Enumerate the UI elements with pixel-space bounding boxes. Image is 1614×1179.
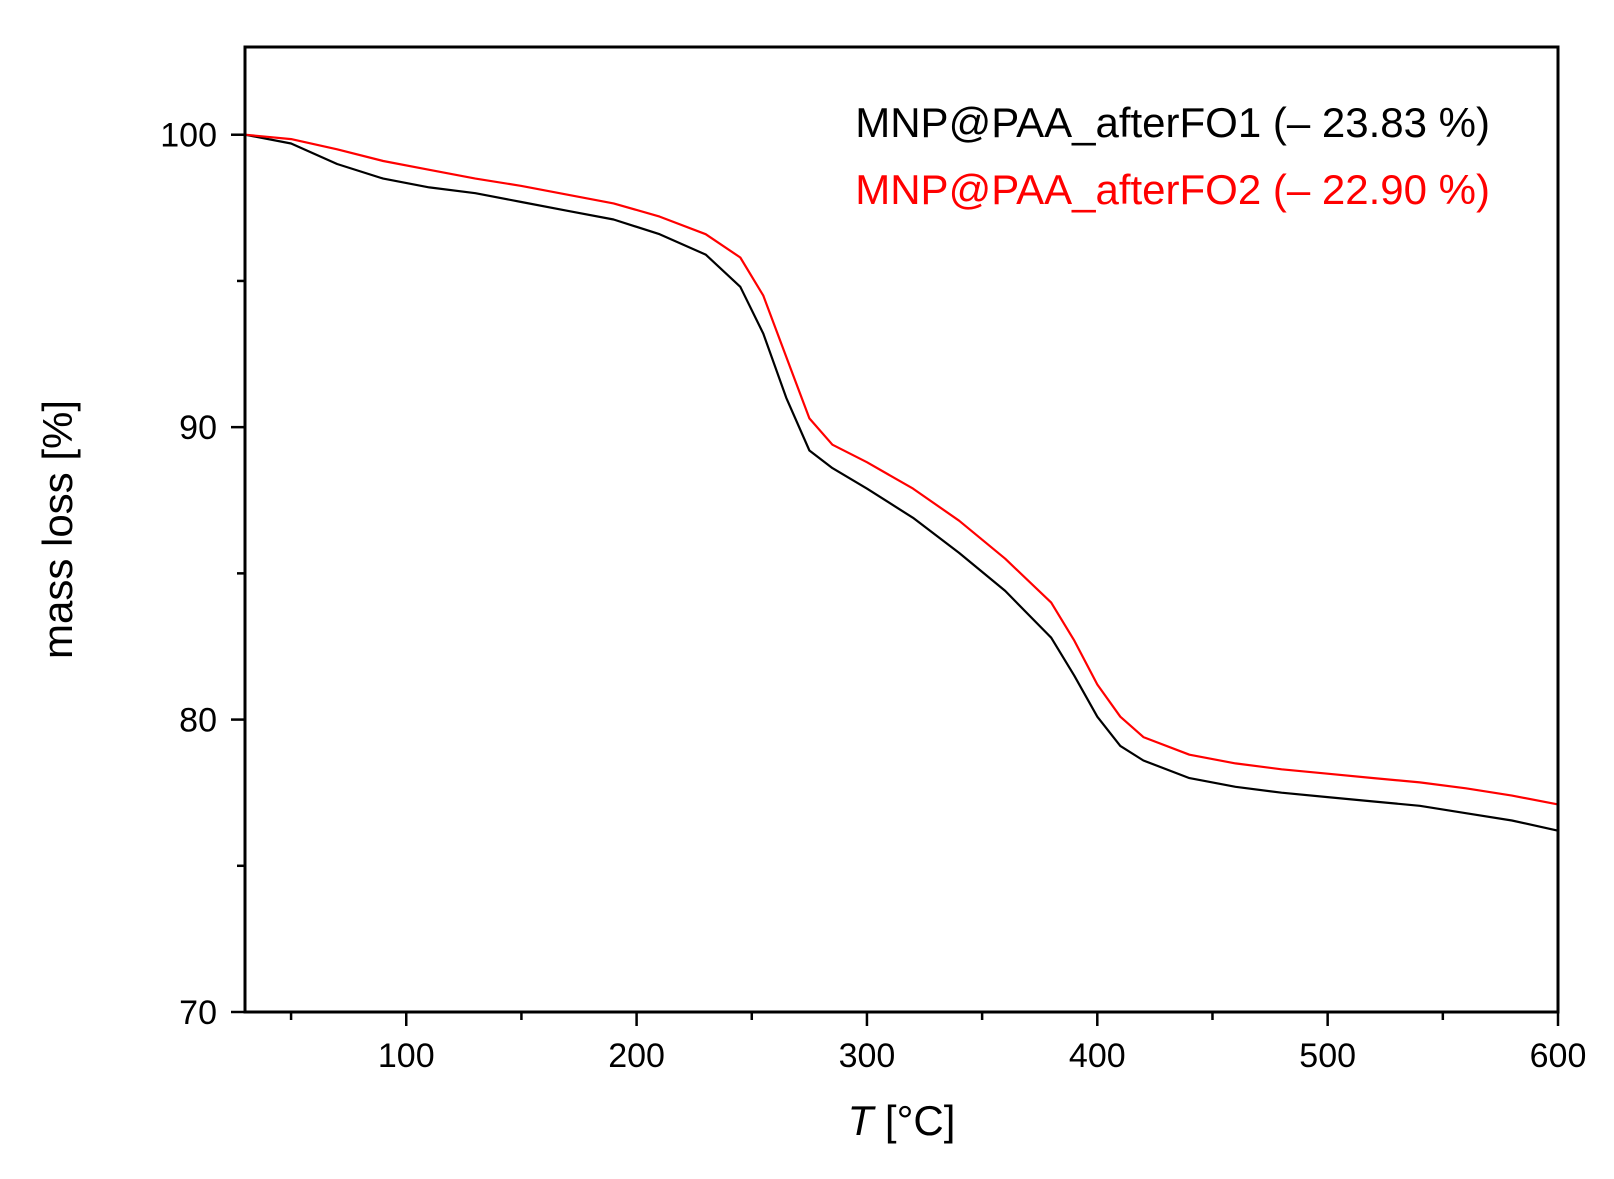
x-axis-title-symbol: T [848, 1097, 877, 1144]
x-tick-label: 200 [608, 1037, 665, 1075]
series-line-2 [244, 133, 1559, 806]
x-tick-label: 500 [1299, 1037, 1356, 1075]
x-axis-title: T [°C] [848, 1097, 956, 1144]
axis-ticks: 100 200 300 400 500 600 70 80 90 100 [160, 117, 1586, 1075]
plot-area [244, 133, 1559, 832]
x-tick-label: 400 [1069, 1037, 1126, 1075]
x-tick-label: 100 [378, 1037, 435, 1075]
legend-entry-1: MNP@PAA_afterFO1 (– 23.83 %) [855, 99, 1490, 146]
y-tick-label: 80 [179, 702, 217, 740]
plot-frame [243, 45, 1560, 1014]
legend-entry-2: MNP@PAA_afterFO2 (– 22.90 %) [855, 166, 1490, 213]
x-tick-label: 600 [1530, 1037, 1587, 1075]
y-tick-label: 70 [179, 994, 217, 1032]
y-tick-label: 100 [160, 117, 217, 155]
series-line-1 [244, 133, 1559, 832]
y-tick-label: 90 [179, 409, 217, 447]
x-tick-label: 300 [839, 1037, 896, 1075]
y-axis-title: mass loss [%] [34, 400, 81, 659]
x-axis-title-unit: [°C] [873, 1097, 955, 1144]
legend: MNP@PAA_afterFO1 (– 23.83 %) MNP@PAA_afte… [855, 99, 1490, 213]
